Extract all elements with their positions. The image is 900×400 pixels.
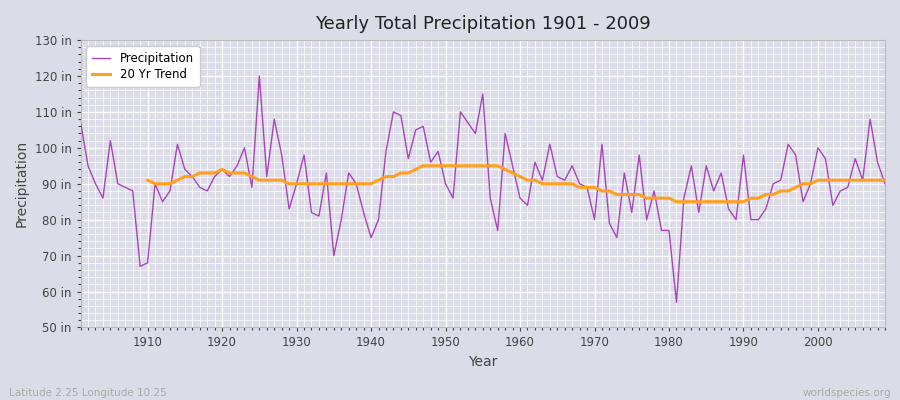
20 Yr Trend [284,181,294,186]
20 Yr Trend [529,178,540,182]
Precipitation [254,74,265,78]
Legend: Precipitation, 20 Yr Trend: Precipitation, 20 Yr Trend [86,46,200,87]
20 Yr Trend [313,181,324,186]
Precipitation [135,264,146,269]
Text: Latitude 2.25 Longitude 10.25: Latitude 2.25 Longitude 10.25 [9,388,166,398]
20 Yr Trend [590,185,600,190]
Precipitation [522,203,533,208]
20 Yr Trend [879,178,890,182]
Title: Yearly Total Precipitation 1901 - 2009: Yearly Total Precipitation 1901 - 2009 [315,15,651,33]
Precipitation [351,181,362,186]
20 Yr Trend [671,199,682,204]
20 Yr Trend [858,178,868,182]
Precipitation [76,120,86,125]
Precipitation [611,235,622,240]
Precipitation [306,210,317,215]
20 Yr Trend [418,164,428,168]
Y-axis label: Precipitation: Precipitation [15,140,29,227]
Line: 20 Yr Trend: 20 Yr Trend [148,166,885,202]
Precipitation [879,181,890,186]
20 Yr Trend [142,178,153,182]
Line: Precipitation: Precipitation [81,76,885,302]
Precipitation [515,196,526,200]
Precipitation [671,300,682,305]
20 Yr Trend [835,178,846,182]
X-axis label: Year: Year [468,355,498,369]
Text: worldspecies.org: worldspecies.org [803,388,891,398]
